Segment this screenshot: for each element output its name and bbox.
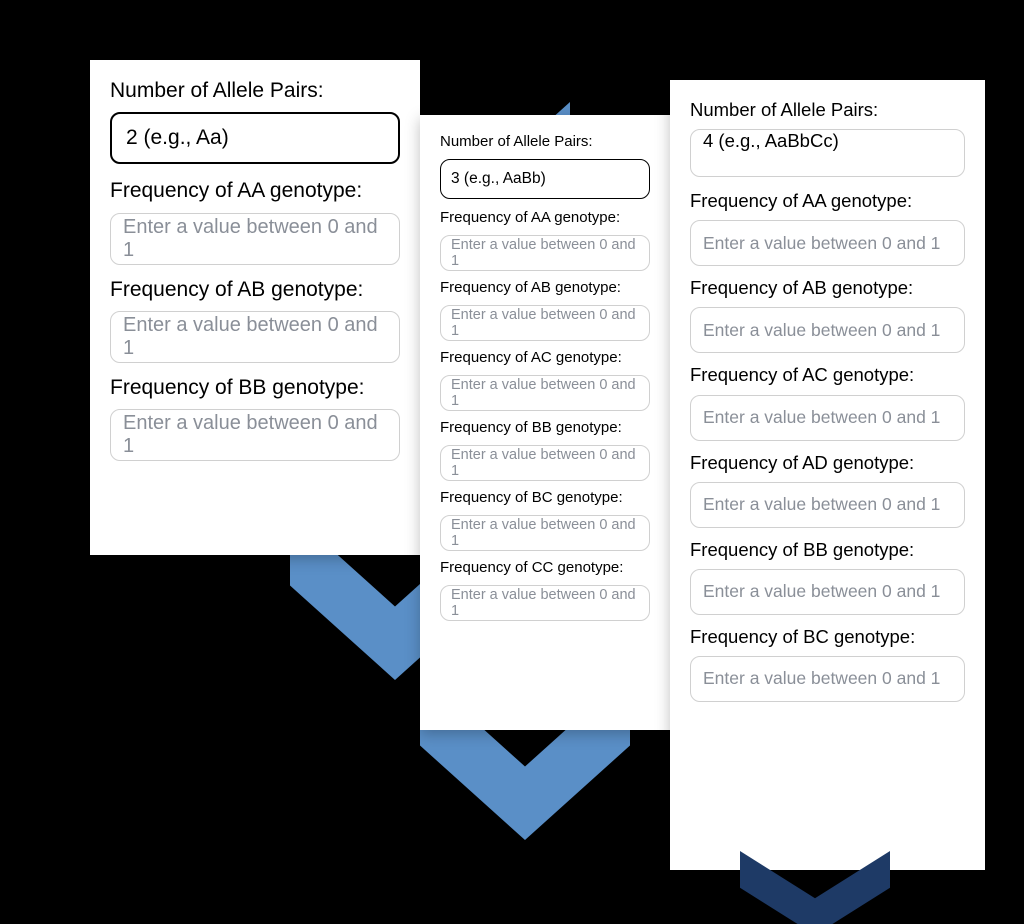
genotype-frequency-input[interactable]: Enter a value between 0 and 1 [690, 656, 965, 702]
allele-pairs-label: Number of Allele Pairs: [440, 133, 650, 151]
allele-pairs-select-value: 2 (e.g., Aa) [126, 126, 229, 150]
genotype-frequency-label: Frequency of AB genotype: [690, 276, 965, 299]
genotype-frequency-placeholder: Enter a value between 0 and 1 [703, 233, 940, 254]
genotype-frequency-label: Frequency of AC genotype: [440, 349, 650, 367]
genotype-frequency-label: Frequency of BB genotype: [110, 375, 400, 401]
genotype-frequency-input[interactable]: Enter a value between 0 and 1 [110, 311, 400, 363]
allele-pairs-select[interactable]: 3 (e.g., AaBb) [440, 159, 650, 199]
genotype-frequency-input[interactable]: Enter a value between 0 and 1 [110, 213, 400, 265]
genotype-frequency-placeholder: Enter a value between 0 and 1 [703, 320, 940, 341]
allele-pairs-label: Number of Allele Pairs: [110, 78, 400, 104]
allele-pairs-select-value: 3 (e.g., AaBb) [451, 170, 546, 188]
allele-pairs-select-value: 4 (e.g., AaBbCc) [703, 130, 839, 151]
genotype-frequency-placeholder: Enter a value between 0 and 1 [451, 307, 639, 339]
genotype-frequency-label: Frequency of AD genotype: [690, 451, 965, 474]
genotype-frequency-placeholder: Enter a value between 0 and 1 [703, 668, 940, 689]
genotype-frequency-placeholder: Enter a value between 0 and 1 [703, 494, 940, 515]
genotype-frequency-placeholder: Enter a value between 0 and 1 [123, 412, 387, 458]
genotype-frequency-label: Frequency of AA genotype: [110, 178, 400, 204]
genotype-frequency-label: Frequency of BB genotype: [690, 538, 965, 561]
allele-form-card: Number of Allele Pairs: 4 (e.g., AaBbCc) F… [670, 80, 985, 870]
genotype-frequency-label: Frequency of AB genotype: [440, 279, 650, 297]
genotype-frequency-placeholder: Enter a value between 0 and 1 [703, 581, 940, 602]
genotype-frequency-label: Frequency of AA genotype: [690, 189, 965, 212]
genotype-frequency-label: Frequency of AC genotype: [690, 363, 965, 386]
genotype-frequency-placeholder: Enter a value between 0 and 1 [123, 314, 387, 360]
genotype-frequency-input[interactable]: Enter a value between 0 and 1 [440, 305, 650, 341]
allele-pairs-select[interactable]: 4 (e.g., AaBbCc) [690, 129, 965, 177]
genotype-frequency-input[interactable]: Enter a value between 0 and 1 [440, 375, 650, 411]
genotype-frequency-label: Frequency of AA genotype: [440, 209, 650, 227]
allele-pairs-label: Number of Allele Pairs: [690, 98, 965, 121]
allele-form-card: Number of Allele Pairs: 3 (e.g., AaBb) Fre… [420, 115, 670, 730]
allele-form-card: Number of Allele Pairs: 2 (e.g., Aa) Frequ… [90, 60, 420, 555]
genotype-frequency-placeholder: Enter a value between 0 and 1 [703, 407, 940, 428]
allele-pairs-select[interactable]: 2 (e.g., Aa) [110, 112, 400, 164]
genotype-frequency-input[interactable]: Enter a value between 0 and 1 [690, 569, 965, 615]
genotype-frequency-placeholder: Enter a value between 0 and 1 [451, 237, 639, 269]
genotype-frequency-placeholder: Enter a value between 0 and 1 [451, 587, 639, 619]
genotype-frequency-input[interactable]: Enter a value between 0 and 1 [440, 235, 650, 271]
genotype-frequency-label: Frequency of AB genotype: [110, 277, 400, 303]
genotype-frequency-label: Frequency of BB genotype: [440, 419, 650, 437]
genotype-frequency-input[interactable]: Enter a value between 0 and 1 [440, 585, 650, 621]
genotype-frequency-input[interactable]: Enter a value between 0 and 1 [110, 409, 400, 461]
genotype-frequency-placeholder: Enter a value between 0 and 1 [451, 447, 639, 479]
genotype-frequency-label: Frequency of BC genotype: [690, 625, 965, 648]
genotype-frequency-input[interactable]: Enter a value between 0 and 1 [440, 515, 650, 551]
genotype-frequency-placeholder: Enter a value between 0 and 1 [451, 377, 639, 409]
genotype-frequency-input[interactable]: Enter a value between 0 and 1 [690, 307, 965, 353]
genotype-frequency-placeholder: Enter a value between 0 and 1 [451, 517, 639, 549]
genotype-frequency-input[interactable]: Enter a value between 0 and 1 [690, 395, 965, 441]
genotype-frequency-label: Frequency of BC genotype: [440, 489, 650, 507]
genotype-frequency-input[interactable]: Enter a value between 0 and 1 [690, 482, 965, 528]
genotype-frequency-placeholder: Enter a value between 0 and 1 [123, 216, 387, 262]
genotype-frequency-input[interactable]: Enter a value between 0 and 1 [440, 445, 650, 481]
stage: Number of Allele Pairs: 2 (e.g., Aa) Frequ… [0, 0, 1024, 924]
genotype-frequency-input[interactable]: Enter a value between 0 and 1 [690, 220, 965, 266]
genotype-frequency-label: Frequency of CC genotype: [440, 559, 650, 577]
